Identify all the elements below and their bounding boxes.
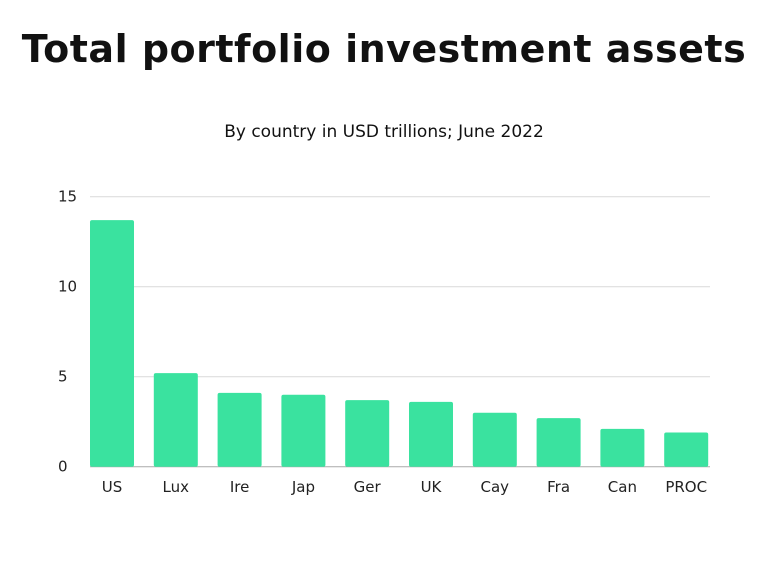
x-tick-label: Ire xyxy=(230,478,250,496)
y-tick-label: 5 xyxy=(58,368,68,386)
bar-can xyxy=(600,428,645,467)
x-tick-label: PROC xyxy=(665,478,707,496)
chart-title: Total portfolio investment assets xyxy=(21,27,747,71)
bar-jap xyxy=(281,394,326,467)
y-tick-label: 15 xyxy=(58,188,77,206)
x-tick-label: US xyxy=(102,478,123,496)
bar-proc xyxy=(664,432,709,467)
bar-cay xyxy=(472,412,517,467)
y-tick-label: 10 xyxy=(58,278,77,296)
x-tick-label: Cay xyxy=(481,478,510,496)
bar-ire xyxy=(217,392,262,467)
x-tick-label: Lux xyxy=(163,478,190,496)
bar-us xyxy=(90,220,134,467)
y-tick-label: 0 xyxy=(58,458,68,476)
bar-uk xyxy=(409,401,453,467)
x-tick-label: Fra xyxy=(547,478,570,496)
bar-ger xyxy=(345,400,390,467)
x-tick-label: UK xyxy=(421,478,443,496)
x-tick-label: Jap xyxy=(291,478,315,496)
x-tick-label: Can xyxy=(608,478,637,496)
chart-subtitle: By country in USD trillions; June 2022 xyxy=(224,122,544,142)
bar-fra xyxy=(536,418,581,467)
x-tick-label: Ger xyxy=(354,478,382,496)
bar-lux xyxy=(153,373,198,467)
